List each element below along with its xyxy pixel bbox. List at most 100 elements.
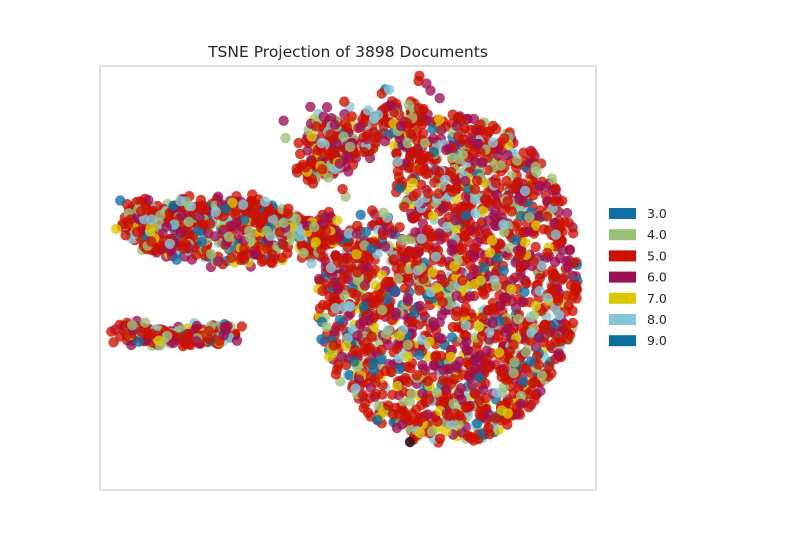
data-point-8.0 xyxy=(267,214,279,225)
data-point-5.0 xyxy=(370,377,381,388)
data-point-5.0 xyxy=(264,205,275,217)
data-point-5.0 xyxy=(311,121,322,132)
data-point-7.0 xyxy=(306,131,317,142)
data-point-3.0 xyxy=(515,210,527,222)
data-point-6.0 xyxy=(429,320,440,331)
data-point-5.0 xyxy=(448,373,459,385)
data-point-5.0 xyxy=(385,366,396,377)
data-point-5.0 xyxy=(534,273,545,284)
data-point-7.0 xyxy=(332,215,343,226)
data-point-8.0 xyxy=(164,238,175,249)
data-point-6.0 xyxy=(472,139,483,150)
data-point-4.0 xyxy=(291,214,302,225)
data-point-5.0 xyxy=(555,336,566,347)
data-point-5.0 xyxy=(539,319,551,330)
data-point-5.0 xyxy=(457,369,468,380)
data-point-9.0 xyxy=(492,253,504,264)
data-point-5.0 xyxy=(414,285,425,296)
data-point-5.0 xyxy=(417,128,429,139)
data-point-5.0 xyxy=(154,240,165,251)
data-point-5.0 xyxy=(346,111,357,122)
data-point-5.0 xyxy=(561,320,572,331)
data-point-8.0 xyxy=(260,196,271,207)
data-point-6.0 xyxy=(455,383,467,394)
data-point-5.0 xyxy=(434,433,446,444)
data-point-6.0 xyxy=(443,143,454,154)
data-point-5.0 xyxy=(135,206,147,217)
data-point-4.0 xyxy=(402,339,414,350)
data-point-5.0 xyxy=(550,183,561,194)
data-point-5.0 xyxy=(545,340,556,351)
data-point-5.0 xyxy=(475,147,486,158)
data-point-7.0 xyxy=(433,114,445,125)
data-point-5.0 xyxy=(529,395,540,406)
data-point-5.0 xyxy=(458,306,470,317)
data-point-8.0 xyxy=(210,206,221,217)
data-point-5.0 xyxy=(476,331,488,342)
data-point-4.0 xyxy=(495,160,506,171)
data-point-5.0 xyxy=(527,147,538,158)
data-point-5.0 xyxy=(553,292,564,304)
data-point-7.0 xyxy=(392,380,403,392)
data-point-5.0 xyxy=(413,75,424,87)
data-point-4.0 xyxy=(402,137,413,149)
data-point-6.0 xyxy=(353,374,365,385)
data-point-8.0 xyxy=(237,199,249,210)
data-point-5.0 xyxy=(547,272,559,284)
data-point-4.0 xyxy=(280,132,291,144)
data-point-5.0 xyxy=(457,275,468,286)
data-point-5.0 xyxy=(413,163,425,175)
data-point-6.0 xyxy=(414,300,426,311)
data-point-5.0 xyxy=(352,267,363,278)
data-point-7.0 xyxy=(519,237,531,248)
data-point-4.0 xyxy=(338,131,349,142)
data-point-5.0 xyxy=(396,247,408,258)
data-point-5.0 xyxy=(295,148,306,160)
data-point-8.0 xyxy=(139,214,150,225)
data-point-4.0 xyxy=(183,216,194,227)
data-point-7.0 xyxy=(496,405,507,416)
data-point-5.0 xyxy=(146,236,157,247)
data-point-6.0 xyxy=(395,120,407,132)
data-point-6.0 xyxy=(451,120,462,132)
data-point-7.0 xyxy=(486,235,498,246)
data-point-8.0 xyxy=(383,84,395,95)
data-point-5.0 xyxy=(499,133,510,144)
legend-swatch-6.0 xyxy=(609,271,636,283)
data-point-6.0 xyxy=(352,330,363,341)
data-point-5.0 xyxy=(447,186,458,197)
data-point-3.0 xyxy=(376,354,387,365)
data-point-7.0 xyxy=(310,237,321,248)
data-point-5.0 xyxy=(506,206,517,217)
legend-swatch-9.0 xyxy=(609,335,636,347)
data-point-6.0 xyxy=(554,253,566,264)
data-point-5.0 xyxy=(330,250,341,261)
data-point-6.0 xyxy=(473,351,485,362)
data-point-6.0 xyxy=(331,138,343,150)
data-point-6.0 xyxy=(481,345,492,357)
data-point-7.0 xyxy=(402,351,413,362)
data-point-7.0 xyxy=(506,284,517,295)
data-point-5.0 xyxy=(241,249,252,261)
data-point-4.0 xyxy=(531,166,542,178)
data-point-4.0 xyxy=(520,347,532,358)
data-point-5.0 xyxy=(408,191,419,202)
data-point-6.0 xyxy=(535,180,546,192)
legend-label-4.0: 4.0 xyxy=(647,227,667,242)
data-point-5.0 xyxy=(358,402,369,414)
data-point-6.0 xyxy=(386,228,397,239)
legend-swatch-3.0 xyxy=(609,208,636,219)
data-point-8.0 xyxy=(316,137,327,149)
data-point-6.0 xyxy=(212,256,224,267)
data-point-7.0 xyxy=(227,197,238,208)
data-point-3.0 xyxy=(390,285,401,297)
data-point-7.0 xyxy=(341,340,352,352)
data-point-7.0 xyxy=(530,300,542,312)
data-point-6.0 xyxy=(397,419,408,430)
data-point-4.0 xyxy=(448,398,459,409)
data-point-5.0 xyxy=(357,389,369,400)
data-point-6.0 xyxy=(379,136,391,147)
data-point-4.0 xyxy=(444,289,455,301)
data-point-4.0 xyxy=(420,137,431,148)
data-point-4.0 xyxy=(261,225,272,237)
